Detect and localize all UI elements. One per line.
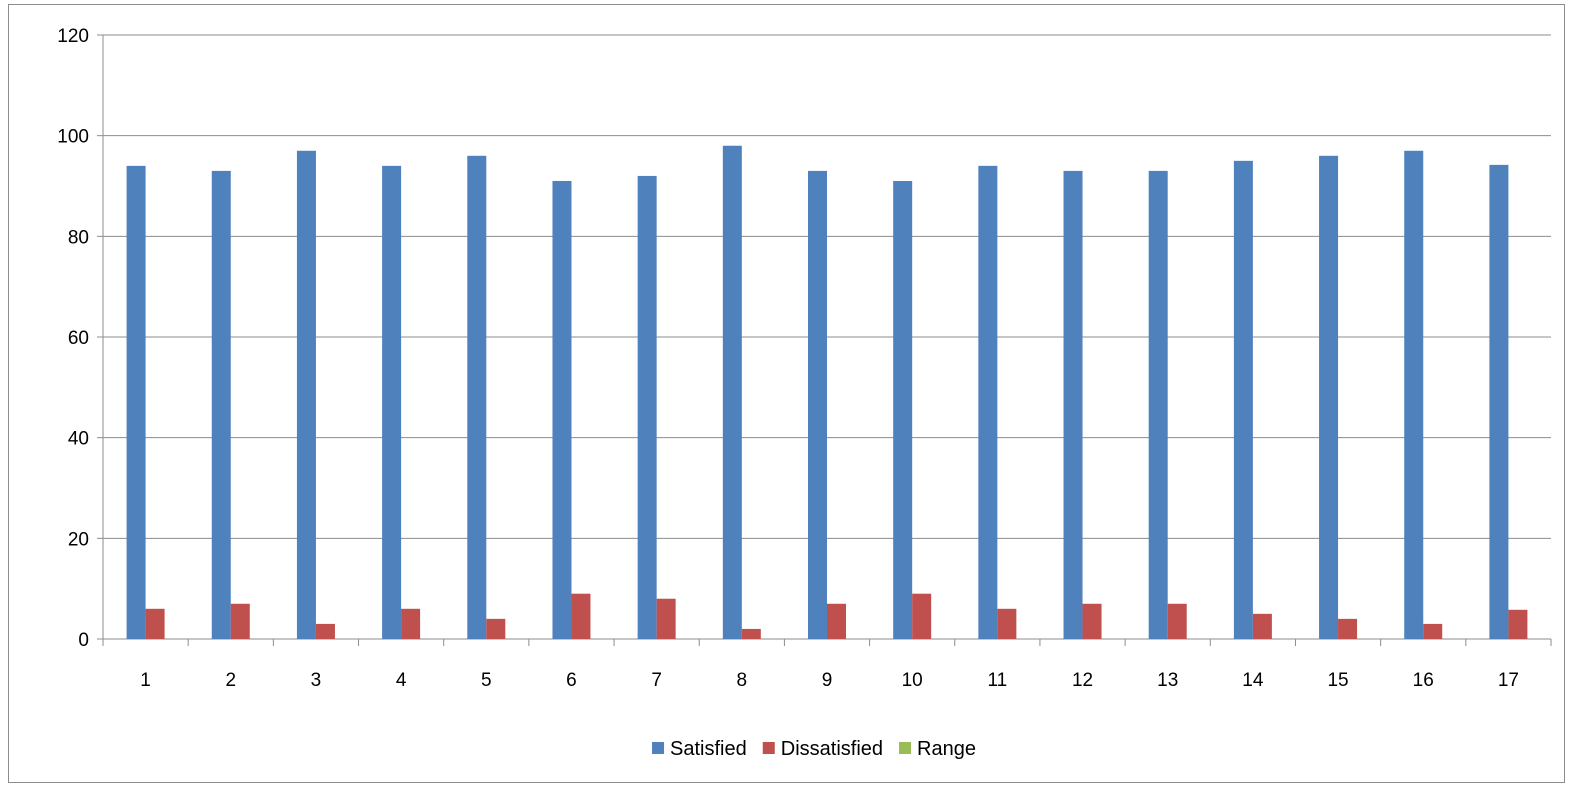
bar-satisfied-17 xyxy=(1489,164,1509,640)
x-tick-label: 4 xyxy=(396,670,407,691)
bar-dissatisfied-1 xyxy=(145,608,165,639)
x-tick-label: 2 xyxy=(225,670,236,691)
y-tick-label: 40 xyxy=(68,429,89,450)
x-tick-label: 9 xyxy=(822,670,833,691)
legend-label-satisfied: Satisfied xyxy=(670,738,747,760)
bar-satisfied-7 xyxy=(637,175,657,639)
bar-satisfied-10 xyxy=(893,180,913,639)
bar-satisfied-4 xyxy=(382,165,402,639)
x-tick-label: 17 xyxy=(1498,670,1519,691)
y-tick-label: 0 xyxy=(78,630,89,651)
bar-dissatisfied-3 xyxy=(315,623,335,639)
bar-dissatisfied-14 xyxy=(1252,613,1272,639)
bar-satisfied-13 xyxy=(1148,170,1168,639)
bar-dissatisfied-8 xyxy=(741,628,761,639)
bar-dissatisfied-9 xyxy=(827,603,846,639)
bar-satisfied-15 xyxy=(1319,155,1339,640)
y-tick-label: 120 xyxy=(57,26,89,47)
x-tick-label: 11 xyxy=(987,670,1007,691)
bar-dissatisfied-2 xyxy=(230,603,250,639)
legend-label-range: Range xyxy=(917,738,976,760)
x-tick-label: 16 xyxy=(1413,670,1434,691)
y-tick-label: 80 xyxy=(68,227,89,248)
bar-dissatisfied-12 xyxy=(1082,603,1102,639)
legend-swatch-satisfied xyxy=(652,742,665,754)
x-tick-label: 1 xyxy=(140,670,151,691)
y-tick-label: 100 xyxy=(57,127,89,148)
bar-dissatisfied-16 xyxy=(1423,623,1443,639)
bar-dissatisfied-4 xyxy=(401,608,421,639)
x-tick-label: 10 xyxy=(902,670,923,691)
bar-satisfied-5 xyxy=(467,155,487,640)
bar-dissatisfied-11 xyxy=(997,608,1017,639)
bar-satisfied-2 xyxy=(211,170,231,639)
bar-dissatisfied-5 xyxy=(486,618,506,639)
bar-dissatisfied-6 xyxy=(571,593,591,639)
legend-swatch-range xyxy=(899,742,912,754)
legend-label-dissatisfied: Dissatisfied xyxy=(781,738,883,760)
bar-satisfied-9 xyxy=(808,170,827,639)
y-tick-label: 60 xyxy=(68,328,89,349)
x-tick-label: 12 xyxy=(1072,670,1093,691)
bar-satisfied-11 xyxy=(978,165,998,639)
bar-dissatisfied-15 xyxy=(1338,618,1358,639)
x-tick-label: 6 xyxy=(566,670,577,691)
bar-satisfied-3 xyxy=(296,150,316,639)
bar-dissatisfied-13 xyxy=(1167,603,1187,639)
bar-satisfied-12 xyxy=(1063,170,1083,639)
x-tick-label: 5 xyxy=(481,670,492,691)
x-tick-label: 14 xyxy=(1242,670,1264,691)
bar-satisfied-6 xyxy=(552,180,572,639)
x-tick-label: 15 xyxy=(1327,670,1348,691)
y-tick-label: 20 xyxy=(68,529,89,550)
bar-dissatisfied-17 xyxy=(1508,609,1528,639)
bar-satisfied-1 xyxy=(126,165,146,639)
x-tick-label: 7 xyxy=(651,670,662,691)
legend-swatch-dissatisfied xyxy=(762,742,775,754)
bar-satisfied-16 xyxy=(1404,150,1424,639)
bar-satisfied-8 xyxy=(722,145,742,639)
chart-frame xyxy=(8,4,1565,783)
x-tick-label: 8 xyxy=(737,670,748,691)
bar-dissatisfied-7 xyxy=(656,598,676,639)
bar-dissatisfied-10 xyxy=(912,593,932,639)
x-tick-label: 13 xyxy=(1157,670,1178,691)
bar-satisfied-14 xyxy=(1233,160,1253,640)
x-tick-label: 3 xyxy=(311,670,322,691)
